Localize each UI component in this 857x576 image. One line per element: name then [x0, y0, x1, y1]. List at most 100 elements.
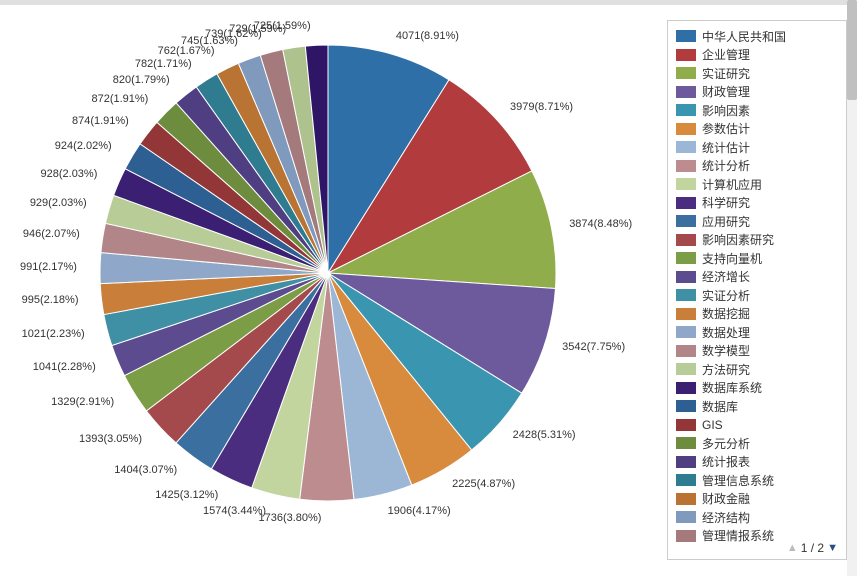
legend-label: 统计分析	[702, 157, 750, 174]
legend-label: 数据库	[702, 398, 738, 415]
legend-swatch	[676, 289, 696, 301]
slice-label: 4071(8.91%)	[396, 31, 459, 42]
legend-swatch	[676, 474, 696, 486]
slice-label: 1041(2.28%)	[33, 362, 96, 373]
slice-label: 725(1.59%)	[254, 21, 311, 32]
legend-swatch	[676, 419, 696, 431]
legend-item[interactable]: 科学研究	[676, 194, 838, 212]
legend-item[interactable]: 影响因素研究	[676, 231, 838, 249]
legend-swatch	[676, 123, 696, 135]
pager-prev-icon: ▲	[787, 543, 798, 554]
slice-label: 1404(3.07%)	[114, 465, 177, 476]
legend-label: 企业管理	[702, 46, 750, 63]
legend-item[interactable]: 数据库系统	[676, 379, 838, 397]
slice-label: 991(2.17%)	[20, 262, 77, 273]
legend-label: 多元分析	[702, 435, 750, 452]
legend-items: 中华人民共和国企业管理实证研究财政管理影响因素参数估计统计估计统计分析计算机应用…	[676, 27, 838, 545]
legend-label: 管理信息系统	[702, 472, 774, 489]
slice-label: 1574(3.44%)	[203, 506, 266, 517]
legend-swatch	[676, 511, 696, 523]
legend-swatch	[676, 160, 696, 172]
legend-item[interactable]: 参数估计	[676, 120, 838, 138]
legend-label: 应用研究	[702, 213, 750, 230]
legend-label: 实证分析	[702, 287, 750, 304]
slice-label: 3979(8.71%)	[510, 102, 573, 113]
legend-item[interactable]: 方法研究	[676, 360, 838, 378]
slice-label: 1021(2.23%)	[22, 329, 85, 340]
legend-item[interactable]: 数据库	[676, 397, 838, 415]
legend-item[interactable]: 管理信息系统	[676, 471, 838, 489]
legend-label: 方法研究	[702, 361, 750, 378]
legend-swatch	[676, 271, 696, 283]
slice-label: 782(1.71%)	[135, 59, 192, 70]
legend-swatch	[676, 252, 696, 264]
legend-item[interactable]: 财政金融	[676, 490, 838, 508]
legend-swatch	[676, 326, 696, 338]
legend-item[interactable]: 实证研究	[676, 64, 838, 82]
legend-panel: 中华人民共和国企业管理实证研究财政管理影响因素参数估计统计估计统计分析计算机应用…	[667, 20, 847, 560]
pager-next-icon[interactable]: ▼	[827, 543, 838, 554]
legend-item[interactable]: 统计估计	[676, 138, 838, 156]
legend-item[interactable]: 统计报表	[676, 453, 838, 471]
legend-item[interactable]: 数据处理	[676, 323, 838, 341]
legend-item[interactable]: 影响因素	[676, 101, 838, 119]
legend-swatch	[676, 382, 696, 394]
legend-swatch	[676, 308, 696, 320]
legend-item[interactable]: 计算机应用	[676, 175, 838, 193]
slice-label: 995(2.18%)	[22, 295, 79, 306]
legend-swatch	[676, 530, 696, 542]
slice-label: 924(2.02%)	[55, 141, 112, 152]
legend-label: 财政管理	[702, 83, 750, 100]
legend-item[interactable]: 数学模型	[676, 342, 838, 360]
legend-pager: ▲ 1 / 2 ▼	[787, 541, 838, 555]
legend-swatch	[676, 178, 696, 190]
legend-swatch	[676, 437, 696, 449]
pie-chart-area: 4071(8.91%)3979(8.71%)3874(8.48%)3542(7.…	[0, 0, 640, 576]
legend-label: 统计估计	[702, 139, 750, 156]
legend-label: 实证研究	[702, 65, 750, 82]
legend-item[interactable]: 经济结构	[676, 508, 838, 526]
slice-label: 1329(2.91%)	[51, 397, 114, 408]
slice-label: 872(1.91%)	[91, 94, 148, 105]
legend-swatch	[676, 400, 696, 412]
pie-chart	[100, 45, 556, 501]
legend-swatch	[676, 215, 696, 227]
slice-label: 1393(3.05%)	[79, 434, 142, 445]
legend-item[interactable]: 应用研究	[676, 212, 838, 230]
legend-label: 数据库系统	[702, 379, 762, 396]
legend-item[interactable]: 财政管理	[676, 83, 838, 101]
legend-label: 计算机应用	[702, 176, 762, 193]
legend-item[interactable]: 实证分析	[676, 286, 838, 304]
legend-swatch	[676, 456, 696, 468]
slice-label: 762(1.67%)	[158, 46, 215, 57]
legend-label: 管理情报系统	[702, 527, 774, 544]
legend-item[interactable]: 支持向量机	[676, 249, 838, 267]
legend-label: 参数估计	[702, 120, 750, 137]
legend-label: 影响因素	[702, 102, 750, 119]
legend-label: 经济结构	[702, 509, 750, 526]
legend-item[interactable]: GIS	[676, 416, 838, 434]
legend-label: 数据处理	[702, 324, 750, 341]
legend-label: 数学模型	[702, 342, 750, 359]
legend-item[interactable]: 中华人民共和国	[676, 27, 838, 45]
legend-swatch	[676, 197, 696, 209]
legend-item[interactable]: 多元分析	[676, 434, 838, 452]
legend-swatch	[676, 493, 696, 505]
legend-label: 经济增长	[702, 268, 750, 285]
legend-swatch	[676, 345, 696, 357]
legend-item[interactable]: 企业管理	[676, 46, 838, 64]
legend-item[interactable]: 经济增长	[676, 268, 838, 286]
scrollbar-thumb[interactable]	[847, 0, 857, 100]
legend-swatch	[676, 363, 696, 375]
legend-swatch	[676, 49, 696, 61]
legend-label: GIS	[702, 418, 723, 432]
legend-item[interactable]: 统计分析	[676, 157, 838, 175]
slice-label: 1425(3.12%)	[155, 490, 218, 501]
slice-label: 1906(4.17%)	[388, 506, 451, 517]
slice-label: 820(1.79%)	[113, 75, 170, 86]
legend-label: 影响因素研究	[702, 231, 774, 248]
pager-status: 1 / 2	[801, 541, 824, 555]
slice-label: 946(2.07%)	[23, 229, 80, 240]
legend-swatch	[676, 67, 696, 79]
legend-item[interactable]: 数据挖掘	[676, 305, 838, 323]
